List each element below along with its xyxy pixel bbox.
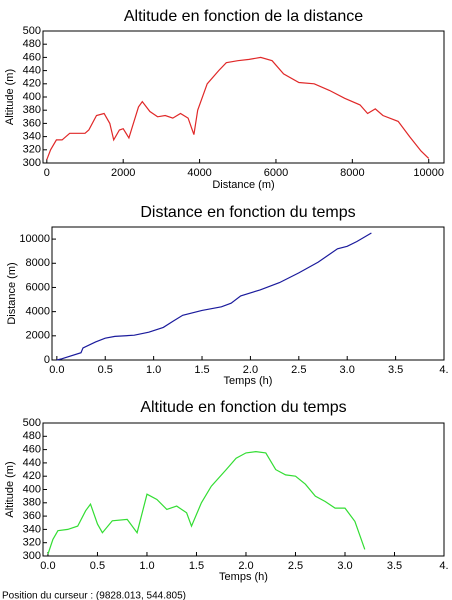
y-axis-label: Distance (m): [6, 262, 18, 324]
x-axis-label: Distance (m): [212, 179, 274, 191]
x-tick-label: 6000: [264, 167, 288, 179]
data-line: [46, 56, 430, 160]
x-axis-label: Temps (h): [224, 375, 273, 387]
y-tick-label: 400: [23, 91, 41, 103]
x-tick-label: 2.5: [288, 560, 303, 572]
y-tick-label: 480: [23, 430, 41, 442]
x-tick-label: 1.5: [189, 560, 204, 572]
plot-area: [42, 30, 445, 164]
y-tick-label: 320: [23, 144, 41, 156]
y-tick-label: 10000: [19, 233, 50, 245]
y-axis-label: Altitude (m): [4, 461, 16, 517]
plot-area: [42, 422, 445, 557]
x-tick-label: 8000: [340, 167, 364, 179]
y-tick-label: 8000: [26, 257, 50, 269]
y-tick-label: 6000: [26, 281, 50, 293]
y-tick-label: 500: [23, 25, 41, 37]
x-tick-label: 4000: [187, 167, 211, 179]
y-tick-label: 420: [23, 78, 41, 90]
x-tick-label: 2.0: [238, 560, 253, 572]
chart-title: Altitude en fonction de la distance: [124, 8, 363, 25]
y-tick-label: 400: [23, 483, 41, 495]
y-tick-label: 380: [23, 104, 41, 116]
chart-title: Distance en fonction du temps: [140, 204, 355, 221]
y-tick-label: 440: [23, 457, 41, 469]
x-tick-label: 0.0: [40, 560, 55, 572]
x-tick-label: 2.5: [291, 364, 306, 376]
x-tick-label: 4.: [439, 560, 448, 572]
y-axis-label: Altitude (m): [4, 69, 16, 125]
x-axis-label: Temps (h): [219, 571, 268, 583]
x-tick-label: 0: [44, 167, 50, 179]
x-tick-label: 1.0: [139, 560, 154, 572]
y-tick-label: 360: [23, 117, 41, 129]
x-tick-label: 1.5: [194, 364, 209, 376]
data-line: [56, 232, 372, 361]
y-tick-label: 500: [23, 417, 41, 429]
y-tick-label: 420: [23, 470, 41, 482]
x-tick-label: 10000: [413, 167, 444, 179]
x-tick-label: 0.5: [98, 364, 113, 376]
x-tick-label: 1.0: [146, 364, 161, 376]
x-tick-label: 0.5: [90, 560, 105, 572]
y-tick-label: 300: [23, 550, 41, 562]
y-tick-label: 4000: [26, 306, 50, 318]
y-tick-label: 360: [23, 510, 41, 522]
y-tick-label: 460: [23, 51, 41, 63]
x-tick-label: 3.5: [388, 364, 403, 376]
y-tick-label: 440: [23, 65, 41, 77]
x-tick-label: 4.: [439, 364, 448, 376]
x-tick-label: 3.5: [387, 560, 402, 572]
x-tick-label: 0.0: [49, 364, 64, 376]
y-tick-label: 320: [23, 537, 41, 549]
x-tick-label: 3.0: [337, 560, 352, 572]
y-tick-label: 380: [23, 497, 41, 509]
y-tick-label: 300: [23, 157, 41, 169]
y-tick-label: 480: [23, 38, 41, 50]
x-tick-label: 3.0: [340, 364, 355, 376]
y-tick-label: 460: [23, 444, 41, 456]
y-tick-label: 340: [23, 523, 41, 535]
y-tick-label: 0: [44, 354, 50, 366]
chart-title: Altitude en fonction du temps: [140, 399, 346, 416]
x-tick-label: 2000: [111, 167, 135, 179]
data-line: [47, 450, 366, 555]
status-text: Position du curseur : (9828.013, 544.805…: [2, 591, 186, 600]
x-tick-label: 2.0: [243, 364, 258, 376]
y-tick-label: 340: [23, 131, 41, 143]
y-tick-label: 2000: [26, 330, 50, 342]
